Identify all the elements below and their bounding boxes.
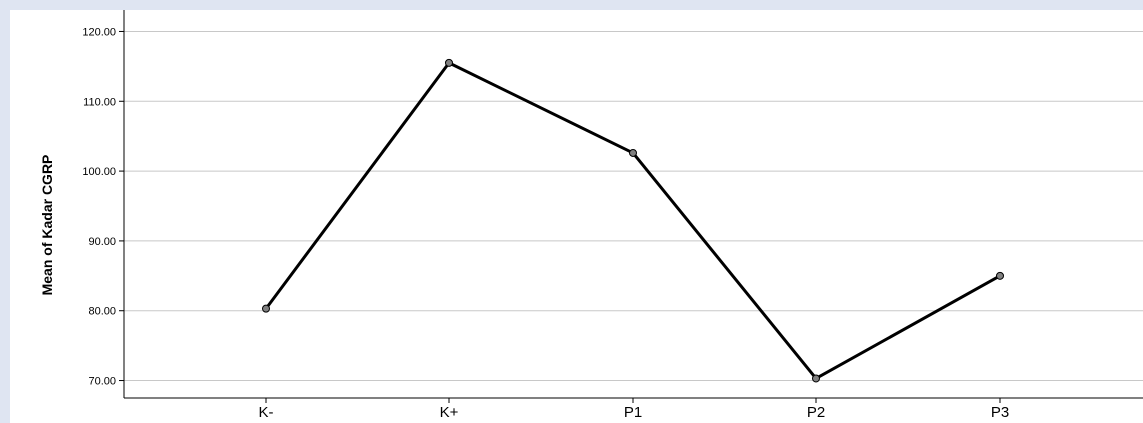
data-point <box>629 148 637 157</box>
y-tick-label: 80.00 <box>88 306 116 318</box>
y-tick-label: 70.00 <box>88 376 116 388</box>
y-axis-label: Mean of Kadar CGRP <box>39 155 55 296</box>
x-tick-label: P3 <box>991 404 1009 421</box>
line-chart: 70.00 80.00 90.00 100.00 110.00 120.00 K- K+ P1… <box>39 10 1143 421</box>
series <box>262 58 1004 383</box>
y-tick-label: 120.00 <box>82 26 116 38</box>
data-point <box>445 58 453 67</box>
axes <box>119 10 1143 403</box>
x-tick-label: K- <box>259 404 274 421</box>
chart-container: 70.00 80.00 90.00 100.00 110.00 120.00 K- K+ P1… <box>10 10 1143 423</box>
x-tick-label: K+ <box>440 404 459 421</box>
data-point <box>812 374 820 383</box>
gridlines <box>124 30 1143 382</box>
series-line <box>264 61 1001 380</box>
data-point <box>996 271 1004 280</box>
x-tick-labels: K- K+ P1 P2 P3 <box>259 404 1010 421</box>
y-tick-label: 90.00 <box>88 236 116 248</box>
x-tick-label: P1 <box>624 404 642 421</box>
x-tick-label: P2 <box>807 404 825 421</box>
y-tick-label: 110.00 <box>83 96 116 108</box>
y-tick-labels: 70.00 80.00 90.00 100.00 110.00 120.00 <box>82 26 116 387</box>
data-point <box>262 304 270 313</box>
y-tick-label: 100.00 <box>82 166 116 178</box>
